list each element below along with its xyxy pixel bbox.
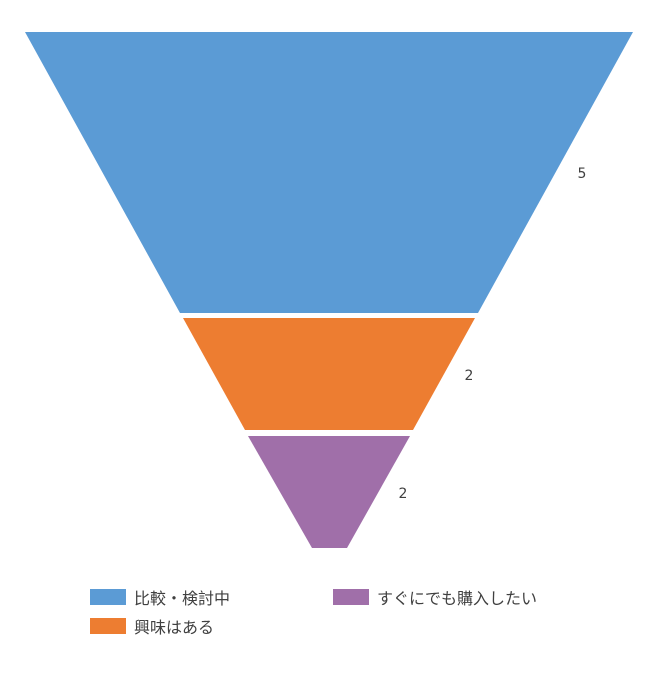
legend-swatch-2 [333,589,369,605]
data-label-2: 2 [465,368,474,384]
legend-label-2: すぐにでも購入したい [377,589,538,608]
legend-item-1: 比較・検討中 [90,585,230,609]
legend-label-3: 興味はある [134,618,215,637]
legend-item-3: 興味はある [90,614,214,638]
legend-item-2: すぐにでも購入したい [333,585,537,609]
legend-swatch-1 [90,589,126,605]
chart-legend: 比較・検討中 すぐにでも購入したい 興味はある [0,580,658,650]
funnel-segment-3 [248,436,410,548]
data-label-3: 2 [399,486,408,502]
legend-label-1: 比較・検討中 [134,589,231,608]
funnel-segment-2 [183,318,475,430]
funnel-segment-1 [25,32,633,313]
funnel-chart: 5 2 2 [25,32,633,548]
data-label-1: 5 [578,166,587,182]
legend-swatch-3 [90,618,126,634]
